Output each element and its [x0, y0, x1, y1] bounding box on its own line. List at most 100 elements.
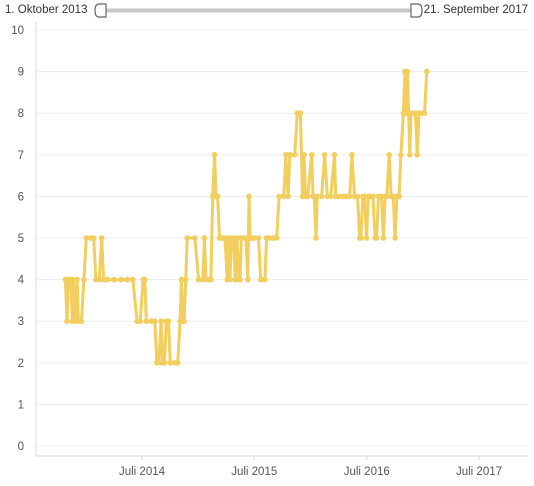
data-point[interactable] [195, 276, 202, 283]
data-point[interactable] [143, 318, 150, 325]
data-point[interactable] [234, 235, 240, 241]
slider-track[interactable] [100, 8, 416, 13]
data-point[interactable] [137, 318, 143, 325]
data-point[interactable] [354, 193, 361, 200]
x-tick-label: Juli 2016 [344, 466, 390, 478]
data-point[interactable] [423, 68, 430, 75]
data-point[interactable] [287, 152, 293, 158]
data-point[interactable] [211, 152, 218, 158]
data-point[interactable] [243, 235, 249, 241]
y-tick-label: 7 [18, 150, 24, 162]
data-point[interactable] [384, 193, 390, 200]
data-points [62, 68, 430, 366]
data-point[interactable] [124, 276, 131, 283]
data-point[interactable] [363, 235, 370, 241]
data-point[interactable] [96, 276, 103, 283]
data-point[interactable] [421, 110, 428, 116]
data-point[interactable] [273, 235, 280, 241]
data-point[interactable] [165, 318, 172, 325]
data-point[interactable] [404, 68, 411, 75]
data-point[interactable] [346, 193, 353, 200]
data-point[interactable] [414, 152, 421, 158]
date-range-slider[interactable] [94, 3, 423, 18]
data-point[interactable] [245, 276, 251, 283]
data-point[interactable] [276, 193, 282, 200]
x-tick-label: Juli 2015 [231, 466, 277, 478]
data-point[interactable] [349, 152, 355, 158]
data-point[interactable] [181, 318, 187, 325]
data-point[interactable] [304, 193, 311, 200]
data-point[interactable] [81, 276, 87, 283]
y-tick-label: 6 [18, 191, 24, 203]
gridlines [36, 29, 528, 447]
data-point[interactable] [358, 235, 364, 241]
data-point[interactable] [380, 235, 387, 241]
data-point[interactable] [336, 193, 342, 200]
data-point[interactable] [331, 152, 338, 158]
data-point[interactable] [280, 193, 287, 200]
data-point[interactable] [386, 152, 393, 158]
data-point[interactable] [370, 193, 376, 200]
axes: 0 1 2 3 4 5 6 7 8 9 10 Juli 2014 Juli 2015 Juli 2016 J… [11, 22, 528, 478]
data-point[interactable] [174, 360, 181, 366]
y-tick-label: 2 [18, 358, 24, 370]
data-point[interactable] [392, 235, 398, 241]
data-point[interactable] [182, 276, 189, 283]
slider-handle-start[interactable] [94, 3, 107, 18]
data-point[interactable] [285, 193, 291, 200]
data-point[interactable] [167, 360, 174, 366]
data-point[interactable] [142, 276, 148, 283]
data-point[interactable] [328, 193, 334, 200]
data-point[interactable] [246, 193, 252, 200]
data-point[interactable] [130, 276, 136, 283]
data-point[interactable] [373, 235, 380, 241]
series-line [63, 70, 429, 365]
data-point[interactable] [262, 276, 268, 283]
data-point[interactable] [83, 235, 90, 241]
data-point[interactable] [192, 235, 198, 241]
y-tick-label: 1 [18, 399, 24, 411]
data-point[interactable] [251, 235, 257, 241]
data-point[interactable] [318, 193, 325, 200]
x-tick-label: Juli 2014 [119, 466, 166, 478]
y-tick-label: 8 [18, 108, 24, 120]
y-tick-label: 4 [18, 275, 25, 287]
data-point[interactable] [297, 110, 304, 116]
data-point[interactable] [90, 235, 97, 241]
data-point[interactable] [237, 276, 243, 283]
data-point[interactable] [321, 152, 328, 158]
data-point[interactable] [396, 193, 402, 200]
y-tick-label: 10 [11, 25, 24, 37]
data-point[interactable] [208, 276, 214, 283]
data-point[interactable] [292, 152, 298, 158]
series-line-layer [63, 70, 429, 365]
slider-handle-end[interactable] [410, 3, 423, 18]
data-point[interactable] [184, 235, 190, 241]
data-point[interactable] [201, 235, 208, 241]
data-point[interactable] [104, 276, 111, 283]
data-point[interactable] [111, 276, 117, 283]
data-point[interactable] [98, 235, 105, 241]
data-point[interactable] [161, 360, 168, 366]
data-point[interactable] [178, 276, 185, 283]
data-point[interactable] [308, 152, 315, 158]
data-point[interactable] [158, 318, 164, 325]
data-point[interactable] [74, 276, 80, 283]
data-point[interactable] [152, 318, 158, 325]
data-point[interactable] [227, 276, 233, 283]
y-tick-label: 3 [18, 316, 24, 328]
data-point[interactable] [313, 235, 319, 241]
data-point[interactable] [314, 193, 321, 200]
y-tick-label: 0 [18, 441, 24, 453]
data-point[interactable] [283, 152, 289, 158]
x-tick-label: Juli 2017 [456, 466, 502, 478]
data-point[interactable] [398, 152, 404, 158]
data-point[interactable] [255, 235, 262, 241]
data-point[interactable] [78, 318, 85, 325]
data-point[interactable] [64, 318, 70, 325]
data-point[interactable] [301, 152, 307, 158]
data-point[interactable] [118, 276, 125, 283]
data-point[interactable] [214, 193, 221, 200]
data-point[interactable] [407, 152, 413, 158]
